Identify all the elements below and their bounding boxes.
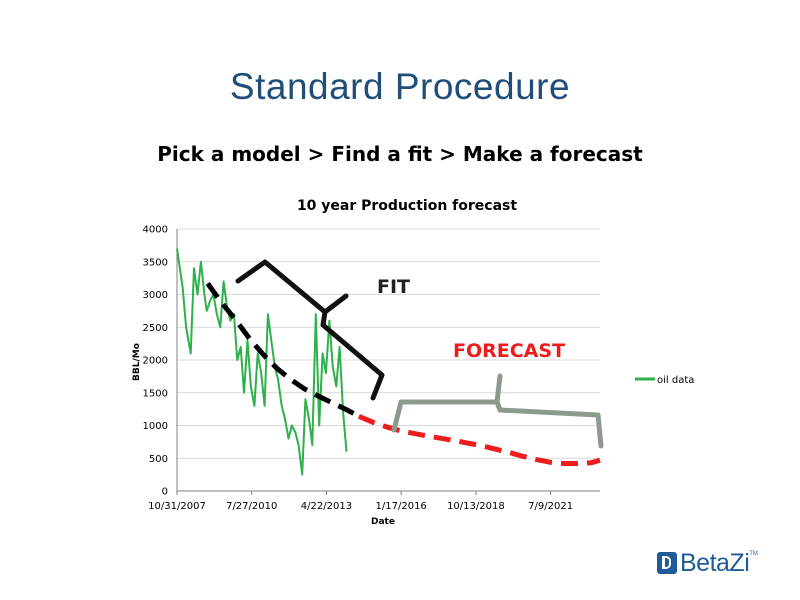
y-tick-label-2500: 2500 <box>143 323 168 334</box>
x-axis-label: Date <box>371 517 395 527</box>
x-tick-label-5: 7/9/2021 <box>528 501 573 512</box>
betazi-logo-text: BetaZi <box>680 548 750 577</box>
slide-subtitle: Pick a model > Find a fit > Make a forec… <box>157 142 643 166</box>
x-tick-label-1: 7/27/2010 <box>226 501 277 512</box>
forecast-annotation: FORECAST <box>453 340 565 362</box>
x-tick-label-2: 4/22/2013 <box>301 501 352 512</box>
legend-label-oil-data: oil data <box>657 375 694 386</box>
series-line-forecast <box>357 414 601 466</box>
y-tick-labels: 0 500 1000 1500 2000 2500 3000 3500 4000 <box>143 225 168 498</box>
y-tick-label-0: 0 <box>162 487 168 498</box>
series-line-oil-data <box>176 248 348 476</box>
fit-annotation: FIT <box>377 276 410 298</box>
betazi-logo-mark <box>657 552 677 574</box>
y-tick-label-2000: 2000 <box>143 356 168 367</box>
legend: oil data <box>635 375 694 386</box>
fit-bracket <box>235 259 385 401</box>
x-tick-label-3: 1/17/2016 <box>376 501 427 512</box>
y-tick-label-1500: 1500 <box>143 388 168 399</box>
x-tick-label-4: 10/13/2018 <box>447 501 505 512</box>
series-lines <box>176 248 601 476</box>
series-line-fit <box>205 281 361 419</box>
forecast-bracket <box>391 373 604 449</box>
slide-title: Standard Procedure <box>229 66 571 107</box>
grid-lines <box>177 228 600 459</box>
y-tick-label-4000: 4000 <box>143 225 168 236</box>
y-axis-label: BBL/Mo <box>132 343 142 381</box>
y-tick-label-1000: 1000 <box>143 421 168 432</box>
betazi-logo-tm: TM <box>749 551 758 557</box>
betazi-logo: BetaZi TM <box>657 548 758 578</box>
chart-title: 10 year Production forecast <box>297 198 517 214</box>
x-tick-labels: 10/31/2007 7/27/2010 4/22/2013 1/17/2016 10/… <box>148 501 573 512</box>
x-tick-label-0: 10/31/2007 <box>148 501 206 512</box>
y-tick-label-3500: 3500 <box>143 257 168 268</box>
axes <box>176 229 600 495</box>
y-tick-label-500: 500 <box>149 454 168 465</box>
y-tick-label-3000: 3000 <box>143 290 168 301</box>
